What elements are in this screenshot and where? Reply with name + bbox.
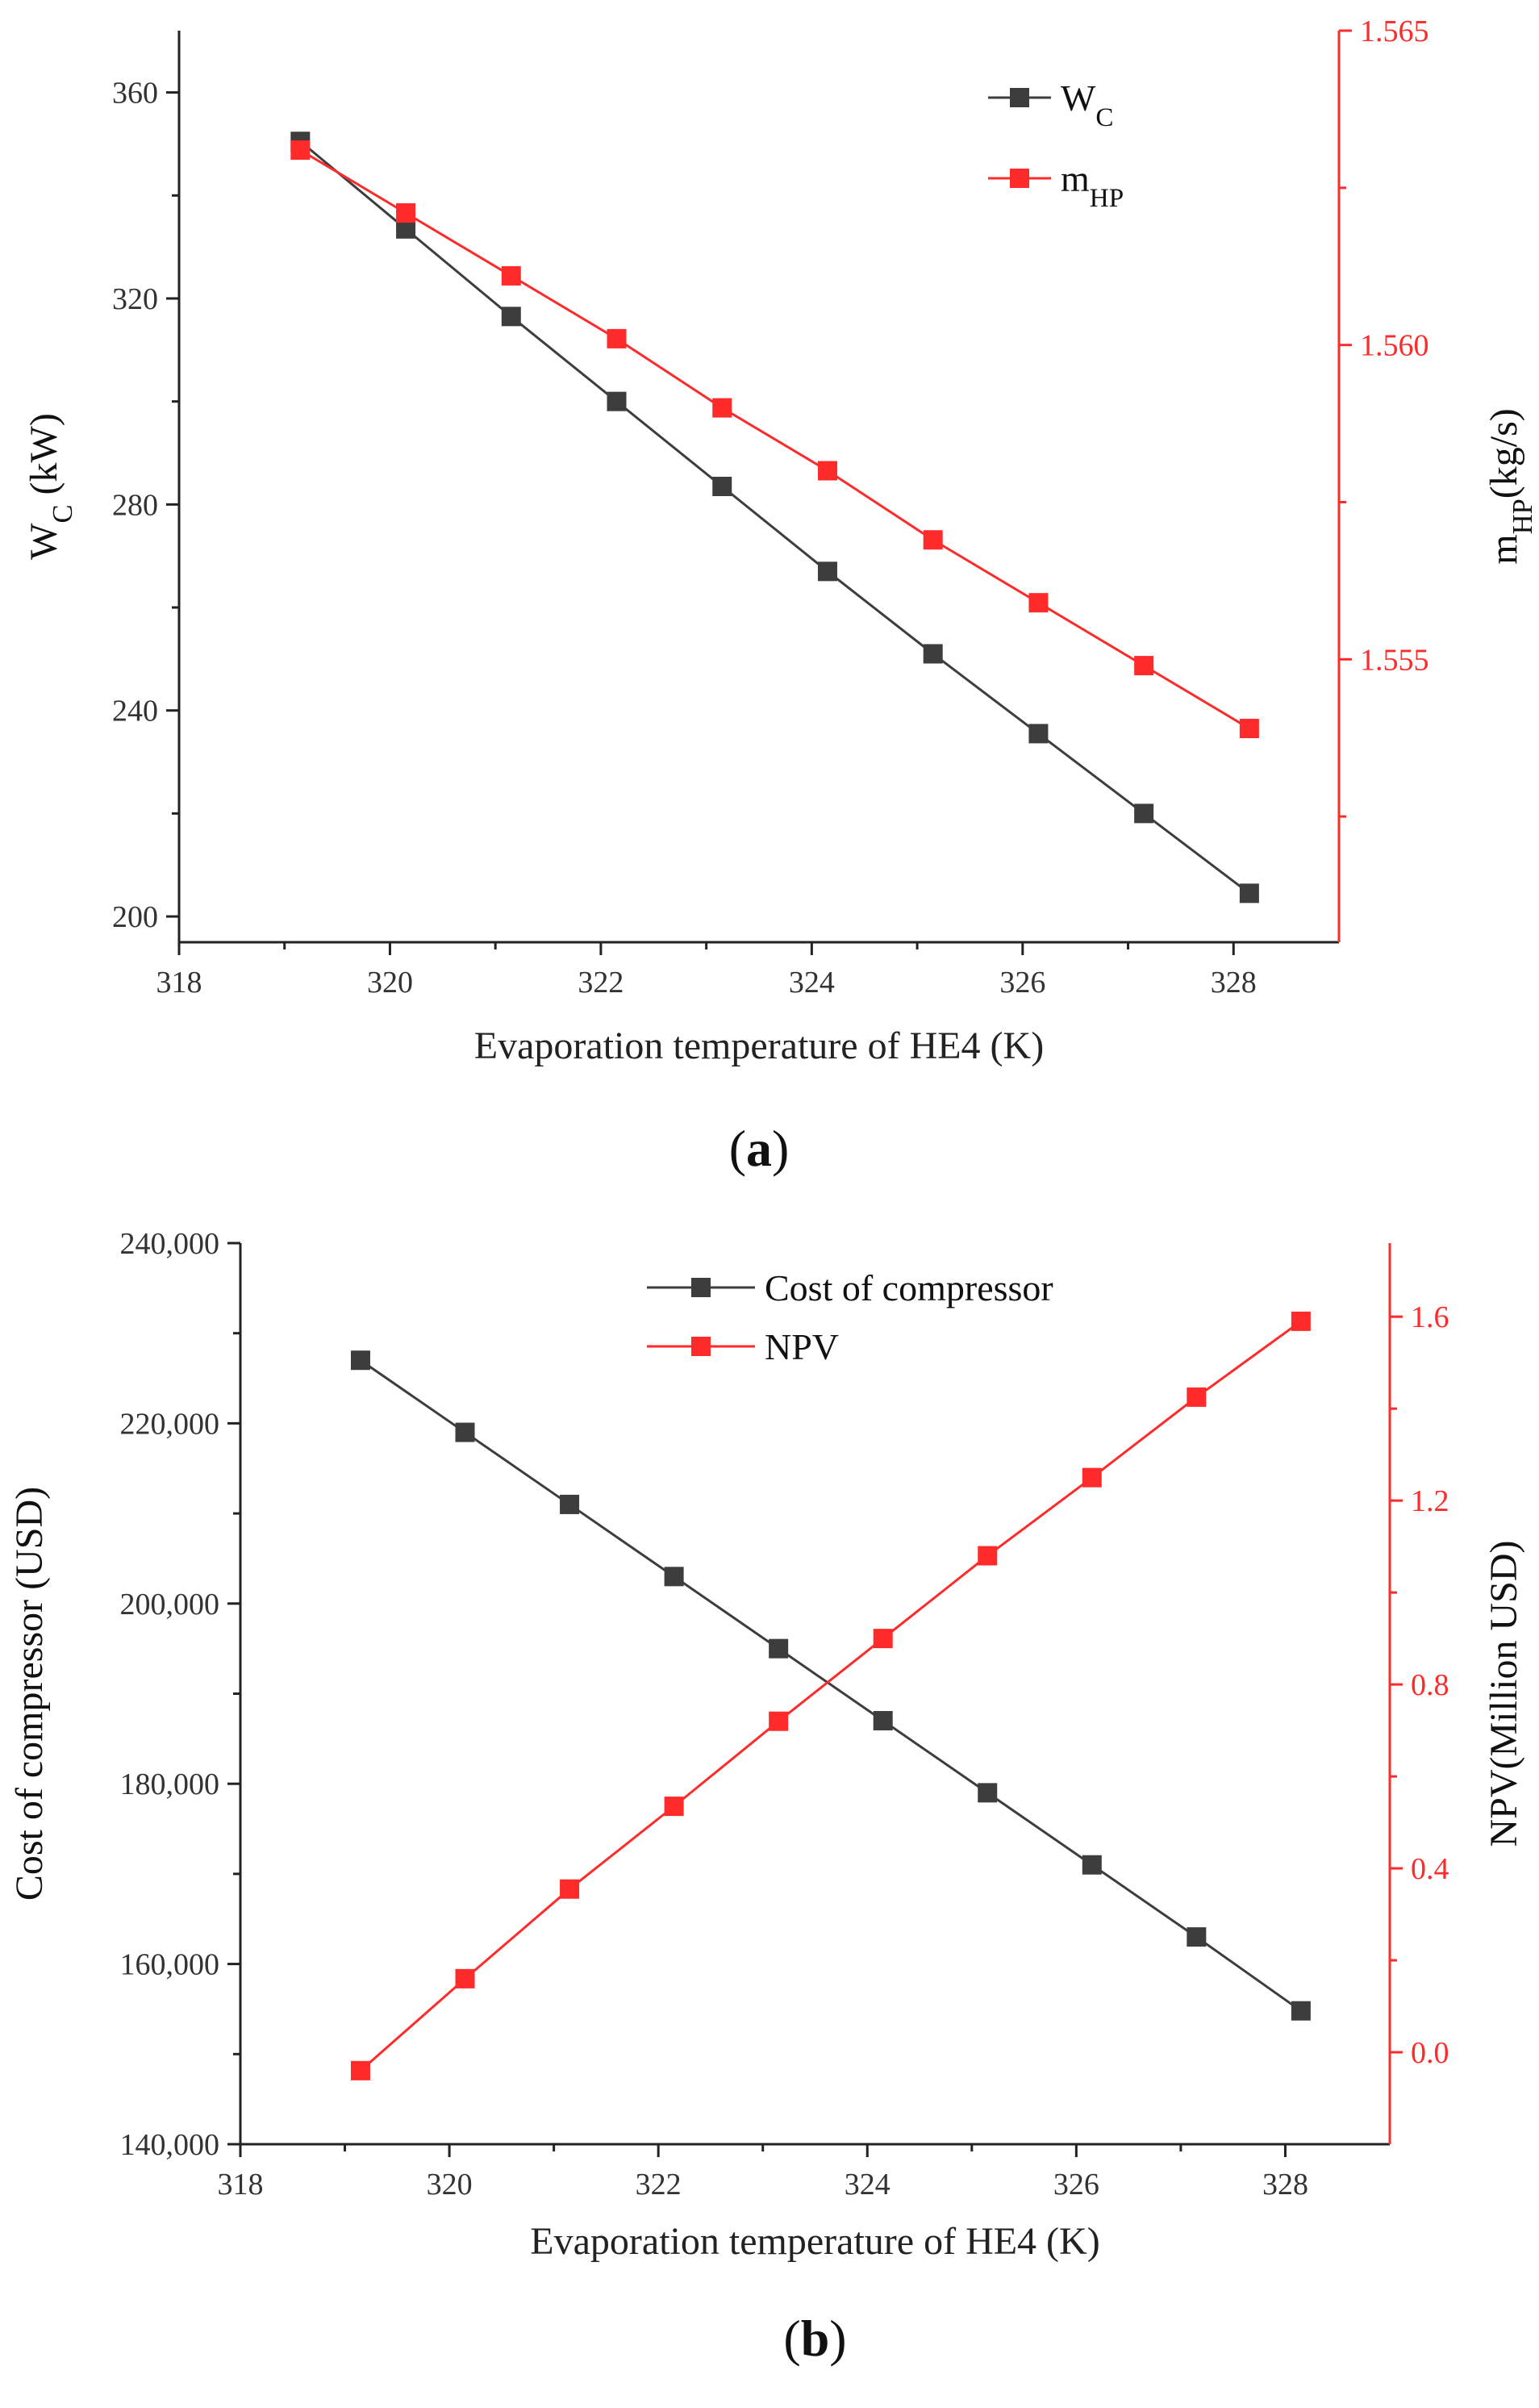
x-tick-label: 320 [427, 2168, 473, 2201]
data-point [712, 477, 732, 496]
x-tick-label: 326 [999, 966, 1045, 1000]
data-point [923, 530, 943, 550]
data-point [1028, 593, 1049, 613]
data-point [664, 1567, 684, 1587]
data-point [501, 265, 521, 286]
y-tick-label: 280 [112, 488, 158, 522]
series-line-0 [299, 140, 1250, 895]
x-tick-label: 320 [367, 966, 413, 1000]
y-axis-title: WC (kW) [23, 413, 78, 560]
x-tick-label: 324 [845, 2168, 890, 2201]
legend-label: NPV [765, 1326, 839, 1367]
data-point [350, 2060, 370, 2080]
y-tick-label: 320 [112, 282, 158, 316]
x-tick-label: 322 [636, 2168, 682, 2201]
data-point [873, 1629, 893, 1649]
x-tick-label: 322 [578, 966, 624, 1000]
legend-marker [691, 1278, 711, 1297]
data-point [817, 561, 837, 582]
data-point [1187, 1927, 1207, 1947]
data-point [560, 1879, 580, 1899]
panel-label: (b) [783, 2310, 846, 2367]
data-point [769, 1638, 789, 1659]
chart-panel-a: 318 320 322 324 326 328 200 240 280 320 360 1.555 1.… [23, 15, 1538, 1177]
y-tick-label: 220,000 [120, 1407, 220, 1441]
y2-tick-label: 0.4 [1411, 1852, 1449, 1886]
data-point [396, 219, 416, 239]
data-point [1291, 2001, 1311, 2021]
y-tick-label: 200,000 [120, 1588, 220, 1621]
y2-tick-label: 1.560 [1360, 329, 1429, 363]
data-point [978, 1783, 998, 1803]
y-axis-title: Cost of compressor (USD) [8, 1487, 51, 1901]
data-point [1082, 1855, 1102, 1875]
series-line-1 [299, 148, 1250, 730]
y-tick-label: 240,000 [120, 1227, 220, 1261]
data-point [712, 398, 732, 418]
y-tick-label: 240 [112, 695, 158, 728]
data-point [1239, 883, 1259, 904]
y2-tick-label: 1.555 [1360, 643, 1429, 677]
data-point [923, 644, 943, 664]
panel-label: (a) [729, 1120, 790, 1177]
data-point [560, 1494, 580, 1514]
x-tick-label: 326 [1053, 2168, 1099, 2201]
data-point [455, 1968, 475, 1989]
y-tick-label: 360 [112, 77, 158, 111]
y2-axis-title: NPV(Million USD) [1483, 1540, 1525, 1847]
legend-marker [691, 1337, 711, 1356]
y-tick-label: 160,000 [120, 1948, 220, 1982]
data-point [350, 1350, 370, 1371]
y2-tick-label: 1.2 [1411, 1484, 1449, 1518]
data-point [769, 1711, 789, 1731]
data-point [873, 1711, 893, 1731]
x-axis-title: Evaporation temperature of HE4 (K) [530, 2220, 1099, 2263]
data-point [607, 328, 627, 348]
y2-tick-label: 1.565 [1360, 15, 1429, 48]
data-point [817, 461, 837, 481]
data-point [501, 307, 521, 327]
series-line-1 [359, 1320, 1302, 2072]
series-line-0 [360, 1358, 1302, 2012]
data-point [1028, 724, 1049, 744]
y2-tick-label: 0.0 [1411, 2036, 1449, 2070]
data-point [1187, 1387, 1207, 1407]
data-point [978, 1546, 998, 1566]
legend-marker [1010, 88, 1029, 107]
data-point [1239, 719, 1259, 739]
data-point [1134, 803, 1154, 824]
y-tick-label: 180,000 [120, 1767, 220, 1801]
data-point [290, 140, 311, 161]
y2-tick-label: 1.6 [1411, 1300, 1449, 1334]
y2-axis-title: mHP(kg/s) [1483, 408, 1538, 565]
data-point [1291, 1311, 1311, 1331]
x-tick-label: 324 [789, 966, 835, 1000]
x-tick-label: 318 [156, 966, 202, 1000]
x-tick-label: 328 [1211, 966, 1257, 1000]
y-tick-label: 140,000 [120, 2128, 220, 2162]
y2-tick-label: 0.8 [1411, 1668, 1449, 1702]
legend-marker [1010, 169, 1029, 188]
data-point [1082, 1467, 1102, 1488]
x-tick-label: 318 [218, 2168, 264, 2201]
chart-panel-b: 318 320 322 324 326 328 140,000 160,000 180,000 2… [8, 1227, 1525, 2367]
data-point [455, 1422, 475, 1442]
data-point [1134, 656, 1154, 676]
legend-label: Cost of compressor [765, 1267, 1053, 1308]
legend-label: WC [1061, 77, 1114, 132]
x-tick-label: 328 [1262, 2168, 1308, 2201]
data-point [664, 1797, 684, 1817]
x-axis-title: Evaporation temperature of HE4 (K) [474, 1025, 1044, 1067]
data-point [396, 203, 416, 223]
data-point [607, 391, 627, 411]
y-tick-label: 200 [112, 900, 158, 934]
legend-label: mHP [1061, 158, 1124, 213]
